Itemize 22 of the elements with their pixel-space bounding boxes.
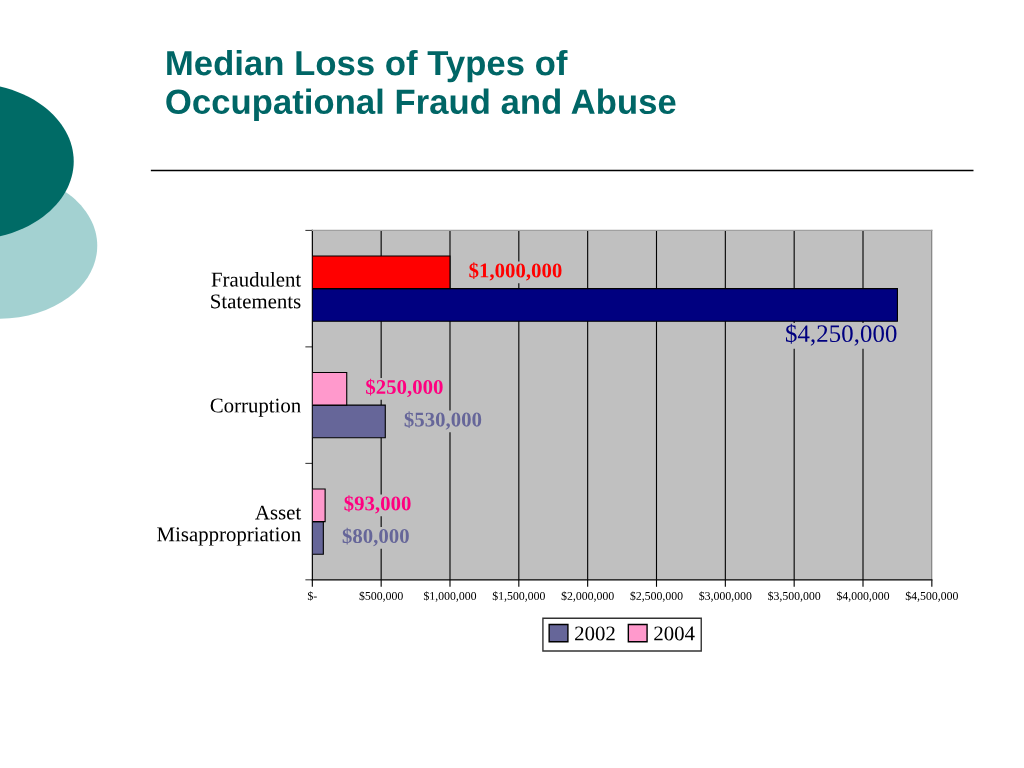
y-tick-label: Asset Misappropriation	[157, 505, 302, 546]
data-label: $530,000	[404, 411, 482, 430]
y-tick-label: Fraudulent Statements	[211, 271, 302, 309]
x-tick-label: $1,500,000	[492, 591, 545, 602]
legend-label: 2002	[575, 626, 615, 641]
y-tick-label: Corruption	[210, 398, 301, 417]
x-tick-label: $3,500,000	[768, 591, 821, 602]
legend-label: 2004	[654, 626, 695, 641]
data-label: $1,000,000	[469, 262, 562, 281]
data-label: $4,250,000	[786, 323, 897, 346]
chart-title: Median Loss of Types of Occupational Fraud and Abuse	[166, 49, 676, 121]
data-label: $93,000	[344, 495, 411, 514]
x-tick-label: $-	[307, 591, 317, 601]
x-tick-label: $2,500,000	[630, 591, 683, 602]
x-tick-label: $4,000,000	[836, 591, 890, 602]
x-tick-label: $1,000,000	[423, 591, 477, 602]
x-tick-label: $3,000,000	[699, 591, 752, 602]
x-tick-label: $500,000	[359, 591, 403, 602]
data-label: $250,000	[366, 378, 443, 398]
data-label: $80,000	[342, 527, 409, 547]
x-tick-label: $2,000,000	[561, 591, 614, 602]
x-tick-label: $4,500,000	[905, 591, 958, 602]
